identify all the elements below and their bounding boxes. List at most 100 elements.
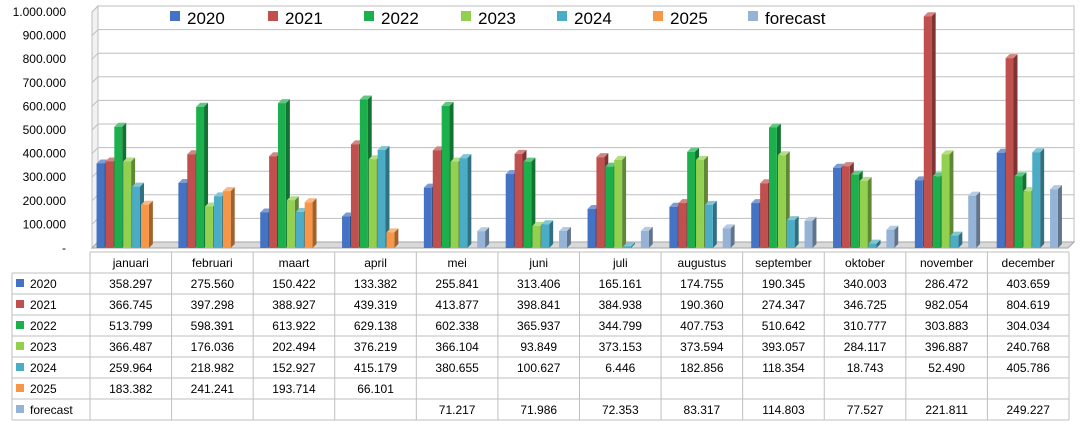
data-label: 77.527 [847, 403, 884, 417]
bar-side [630, 242, 635, 248]
data-label: 366.104 [435, 340, 479, 354]
bar-top [96, 159, 109, 164]
data-label: 415.179 [354, 361, 398, 375]
bar [1050, 189, 1058, 248]
gridline [91, 52, 1074, 60]
y-tick-label: 200.000 [23, 194, 67, 208]
data-label: 304.034 [1007, 319, 1051, 333]
x-category-label: juni [528, 256, 548, 270]
bar-side [976, 191, 981, 248]
bar-top [941, 150, 954, 155]
bar-top [833, 163, 845, 168]
x-category-label: februari [192, 256, 233, 270]
bar [841, 166, 850, 248]
table-legend-key [16, 342, 24, 350]
data-label: 284.117 [844, 340, 887, 354]
y-tick-label: 1.000.000 [13, 5, 67, 19]
bar [678, 203, 687, 248]
bar [760, 183, 768, 248]
data-label: 388.927 [272, 298, 316, 312]
bar-top [804, 216, 817, 221]
data-label: 114.803 [762, 403, 805, 417]
bar-top [140, 200, 153, 205]
bar-side [812, 216, 817, 248]
bar [269, 156, 277, 248]
bar [1014, 176, 1023, 248]
legend-label: 2024 [574, 9, 612, 28]
gridline [91, 76, 1074, 84]
data-label: 202.494 [272, 340, 316, 354]
bar-top [696, 155, 708, 160]
table-series-name: 2024 [30, 361, 57, 375]
bar-side [549, 220, 554, 248]
bar [996, 152, 1005, 248]
bar [914, 180, 923, 248]
bar [277, 103, 286, 248]
data-label: 66.101 [357, 382, 394, 396]
bar-top [886, 225, 899, 230]
bar [359, 99, 368, 248]
data-label: 183.382 [109, 382, 153, 396]
x-category-label: januari [112, 256, 149, 270]
bar-top [286, 196, 299, 201]
bar-top [950, 231, 963, 236]
x-category-label: mei [447, 256, 466, 270]
data-label: 150.422 [272, 277, 316, 291]
legend-label: forecast [765, 9, 826, 28]
data-label: 598.391 [191, 319, 235, 333]
bar [886, 229, 895, 248]
bar-top [132, 182, 144, 187]
bar-side [312, 198, 317, 248]
bar-top [777, 151, 790, 156]
data-label: 275.560 [191, 277, 235, 291]
legend-swatch [653, 11, 663, 21]
bar [477, 231, 486, 248]
bar-side [622, 155, 627, 248]
table-series-name: 2020 [30, 277, 57, 291]
gridline [91, 123, 1074, 131]
bar-top [1032, 148, 1045, 153]
y-tick-label: 400.000 [23, 147, 67, 161]
bar [304, 202, 313, 248]
y-tick-label: 700.000 [23, 76, 67, 90]
bar-top [477, 227, 490, 232]
bar [386, 232, 395, 248]
x-category-label: juli [612, 256, 628, 270]
bar [804, 220, 813, 248]
legend-label: 2021 [285, 9, 323, 28]
bar [605, 166, 614, 248]
bar-top [1014, 172, 1027, 177]
data-label: 376.219 [354, 340, 398, 354]
data-label: 629.138 [354, 319, 398, 333]
bar-side [712, 200, 717, 248]
bar-top [704, 200, 717, 205]
data-label: 18.743 [847, 361, 884, 375]
bar [777, 155, 786, 248]
data-label: 240.768 [1007, 340, 1051, 354]
bar [123, 161, 132, 248]
data-label: 71.986 [520, 403, 557, 417]
data-label: 193.714 [272, 382, 316, 396]
bar [196, 106, 205, 248]
data-label: 100.627 [517, 361, 561, 375]
table-legend-key [16, 384, 24, 392]
x-category-label: september [755, 256, 812, 270]
bar [923, 16, 932, 248]
bar [350, 144, 359, 248]
data-label: 397.298 [191, 298, 235, 312]
bar [722, 228, 731, 248]
data-label: 259.964 [109, 361, 153, 375]
table-series-name: 2022 [30, 319, 57, 333]
bar [96, 163, 105, 248]
data-label: 152.927 [272, 361, 316, 375]
legend-swatch [170, 11, 180, 21]
table-legend-key [16, 405, 24, 413]
bar [432, 150, 441, 248]
data-label: 405.786 [1007, 361, 1051, 375]
data-label: 510.642 [762, 319, 806, 333]
data-label: 613.922 [272, 319, 316, 333]
data-label: 373.594 [680, 340, 724, 354]
data-label: 255.841 [435, 277, 479, 291]
data-label: 249.227 [1007, 403, 1051, 417]
bar [342, 216, 350, 248]
